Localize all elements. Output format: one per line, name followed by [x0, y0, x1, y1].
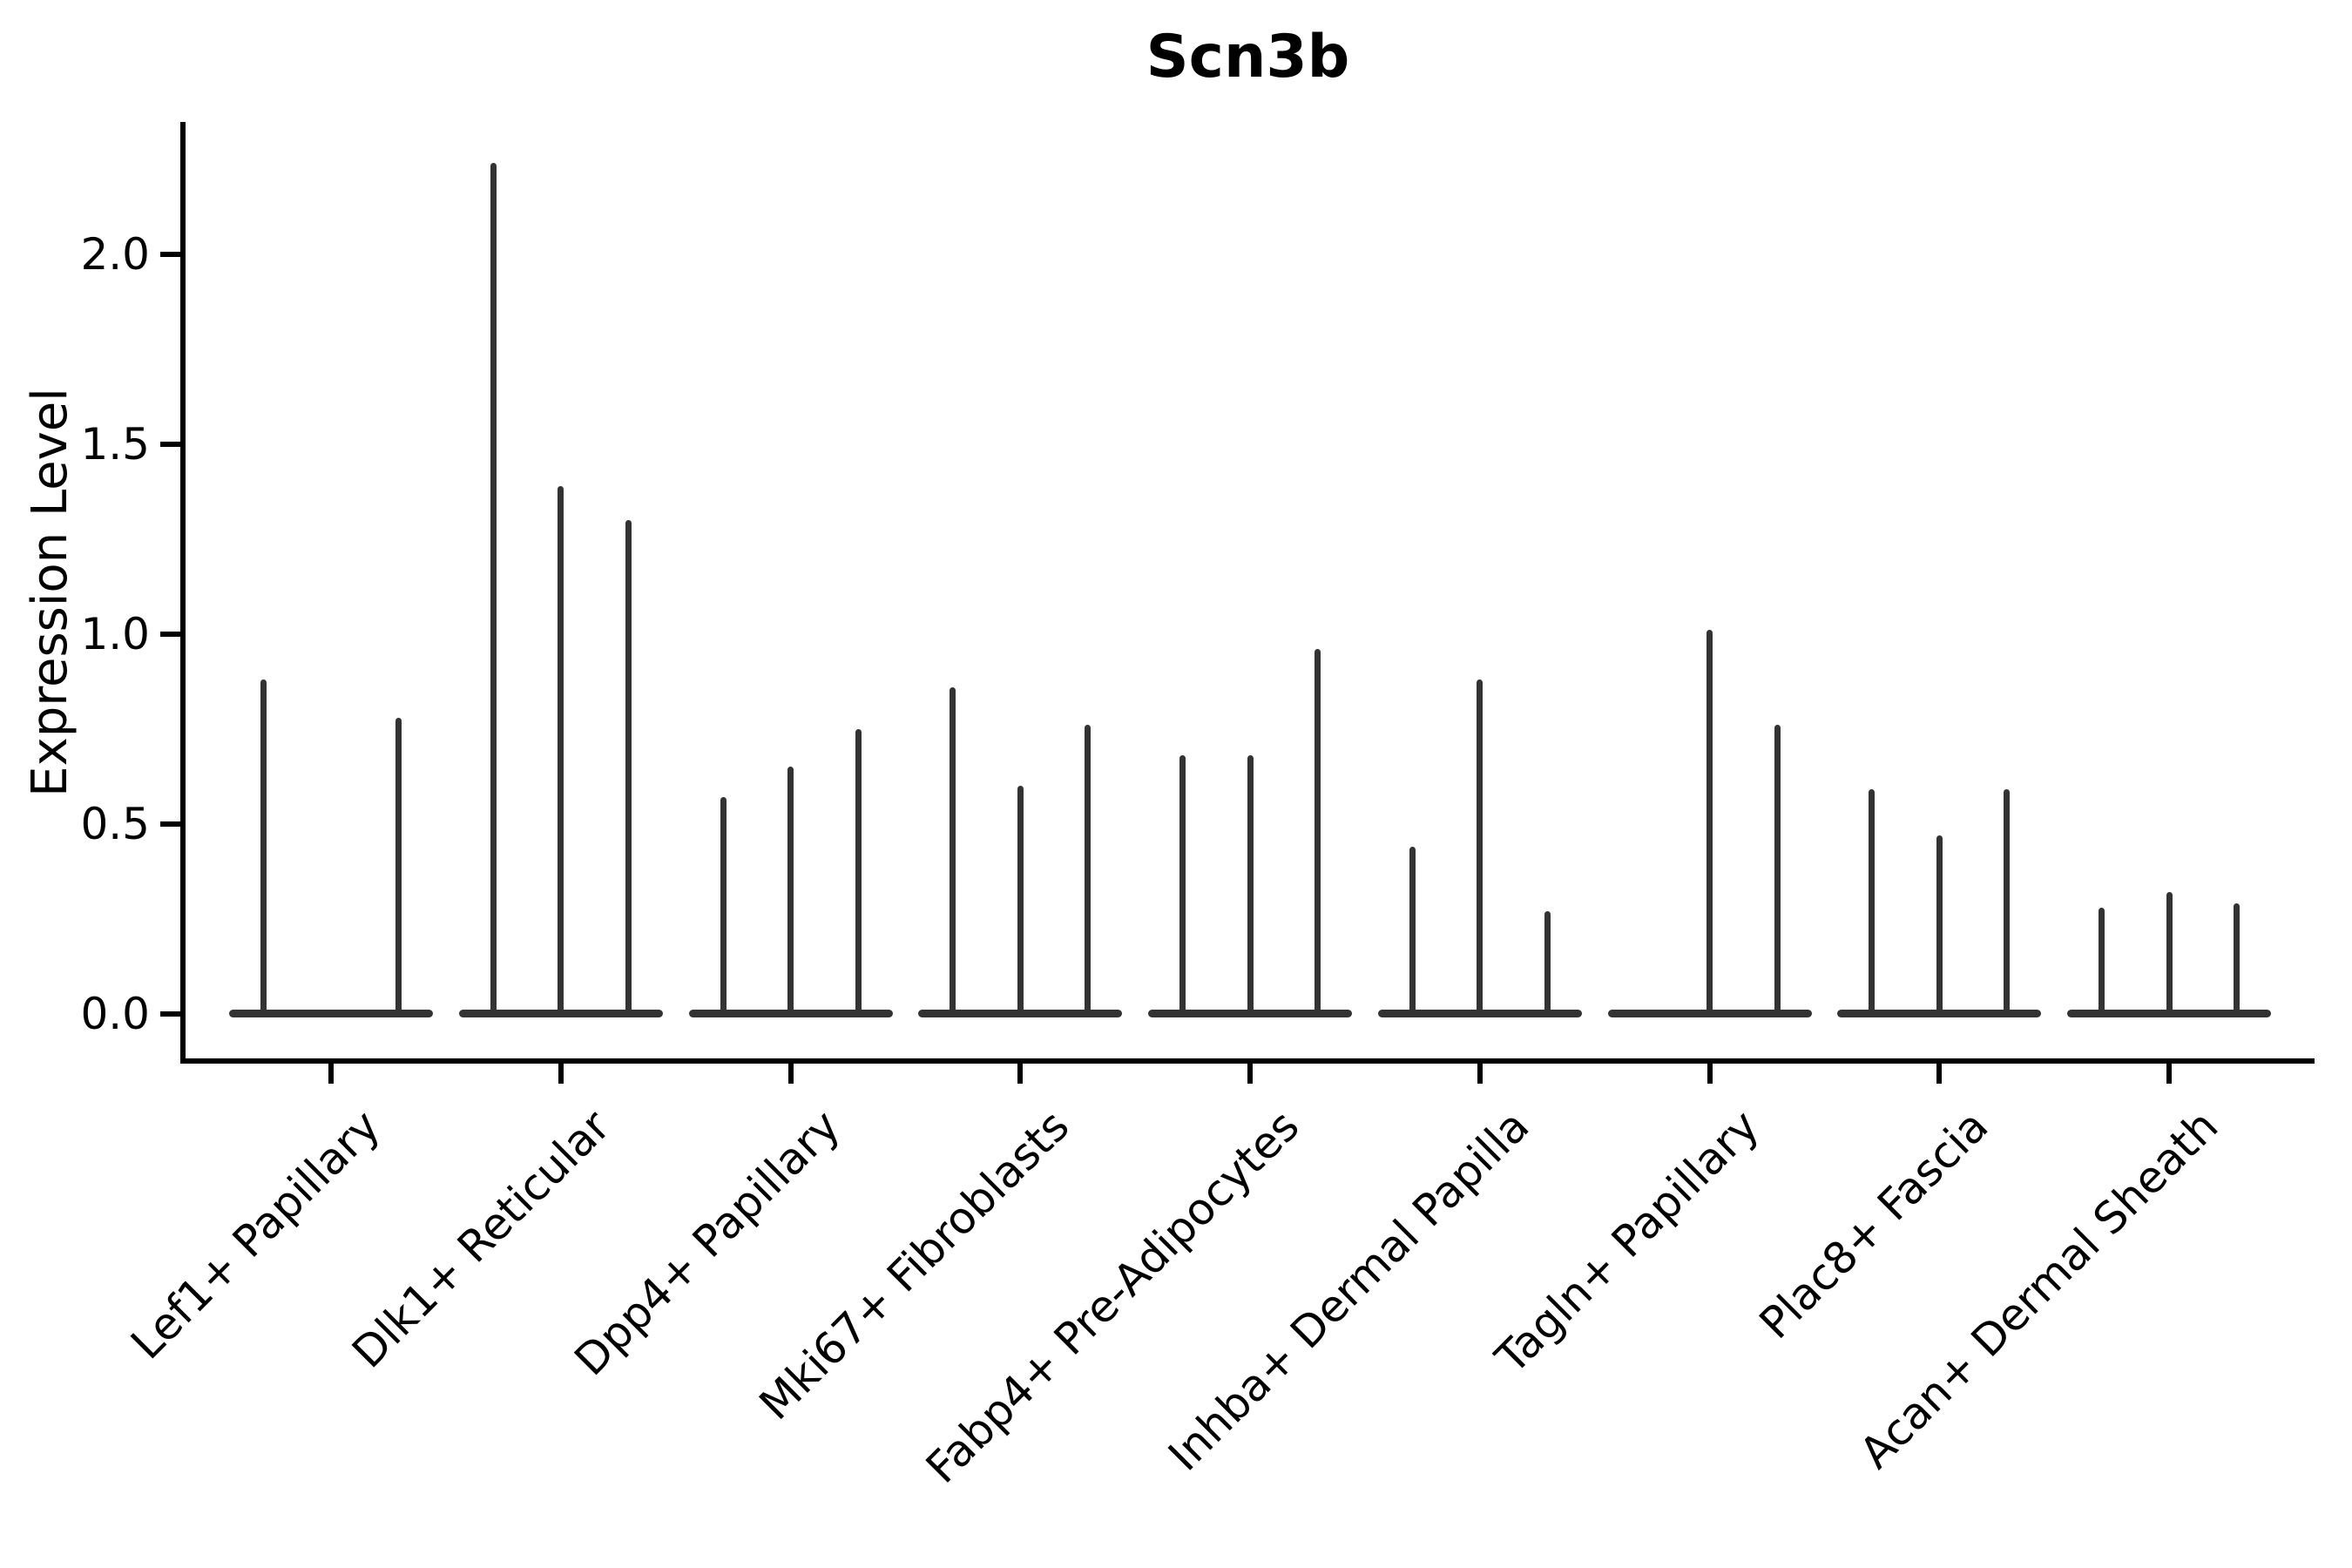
violin-baseline [1377, 1010, 1582, 1018]
violin-baseline [1148, 1010, 1352, 1018]
violin-baseline [1607, 1010, 1812, 1018]
violin-spike [1315, 649, 1321, 1014]
x-tick-label: Dpp4+ Papillary [564, 1100, 849, 1386]
y-tick-mark [160, 821, 183, 827]
x-tick-label: Acan+ Dermal Sheath [1849, 1100, 2228, 1478]
violin-spike [855, 728, 862, 1014]
x-tick-label: Mki67+ Fibroblasts [749, 1100, 1079, 1430]
violin-spike [1544, 910, 1551, 1014]
x-tick-mark [1017, 1061, 1024, 1084]
y-tick-label: 2.0 [80, 228, 150, 280]
x-tick-mark [787, 1061, 794, 1084]
x-tick-label: Inhba+ Dermal Papilla [1158, 1100, 1539, 1481]
violin-baseline [229, 1010, 433, 1018]
violin-spike [2234, 903, 2240, 1014]
violin-spike [1936, 835, 1943, 1014]
x-tick-mark [558, 1061, 564, 1084]
violin-spike [1017, 786, 1024, 1014]
x-tick-label: Tagln+ Papillary [1485, 1100, 1768, 1383]
y-tick-mark [160, 1010, 183, 1017]
violin-spike [395, 717, 402, 1014]
x-tick-mark [1477, 1061, 1483, 1084]
violin-baseline [688, 1010, 893, 1018]
violin-spike [720, 797, 727, 1014]
y-axis-line [180, 122, 186, 1064]
violin-baseline [918, 1010, 1123, 1018]
violin-spike [787, 767, 794, 1014]
violin-spike [1247, 755, 1254, 1014]
violin-spike [2099, 907, 2105, 1014]
x-tick-mark [1936, 1061, 1943, 1084]
violin-spike [2166, 892, 2173, 1014]
y-tick-mark [160, 631, 183, 637]
x-tick-label: Fabp4+ Pre-Adipocytes [916, 1100, 1309, 1493]
x-tick-label: Dlk1+ Reticular [342, 1100, 620, 1378]
violin-baseline [458, 1010, 663, 1018]
violin-spike [490, 162, 497, 1014]
violin-spike [1869, 789, 1876, 1014]
x-tick-mark [328, 1061, 334, 1084]
violin-spike [1179, 755, 1186, 1014]
y-tick-mark [160, 441, 183, 447]
violin-spike [2004, 789, 2011, 1014]
x-tick-mark [1247, 1061, 1253, 1084]
y-tick-label: 0.0 [80, 988, 150, 1039]
violin-spike [950, 686, 956, 1014]
x-tick-label: Plac8+ Fascia [1749, 1100, 1998, 1349]
violin-spike [260, 679, 267, 1014]
y-tick-mark [160, 251, 183, 257]
chart-title: Scn3b [1146, 23, 1350, 91]
violin-spike [1085, 725, 1092, 1014]
y-tick-label: 0.5 [80, 798, 150, 849]
violin-spike [1477, 679, 1484, 1014]
x-tick-label: Lef1+ Papillary [121, 1100, 390, 1369]
x-tick-mark [2166, 1061, 2172, 1084]
violin-baseline [2067, 1010, 2271, 1018]
violin-spike [625, 519, 632, 1014]
violin-spike [1409, 846, 1416, 1014]
violin-spike [1774, 725, 1781, 1014]
y-tick-label: 1.5 [80, 418, 150, 470]
violin-baseline [1837, 1010, 2042, 1018]
violin-spike [558, 485, 564, 1014]
y-tick-label: 1.0 [80, 608, 150, 659]
violin-spike [1707, 630, 1713, 1014]
x-tick-mark [1707, 1061, 1713, 1084]
